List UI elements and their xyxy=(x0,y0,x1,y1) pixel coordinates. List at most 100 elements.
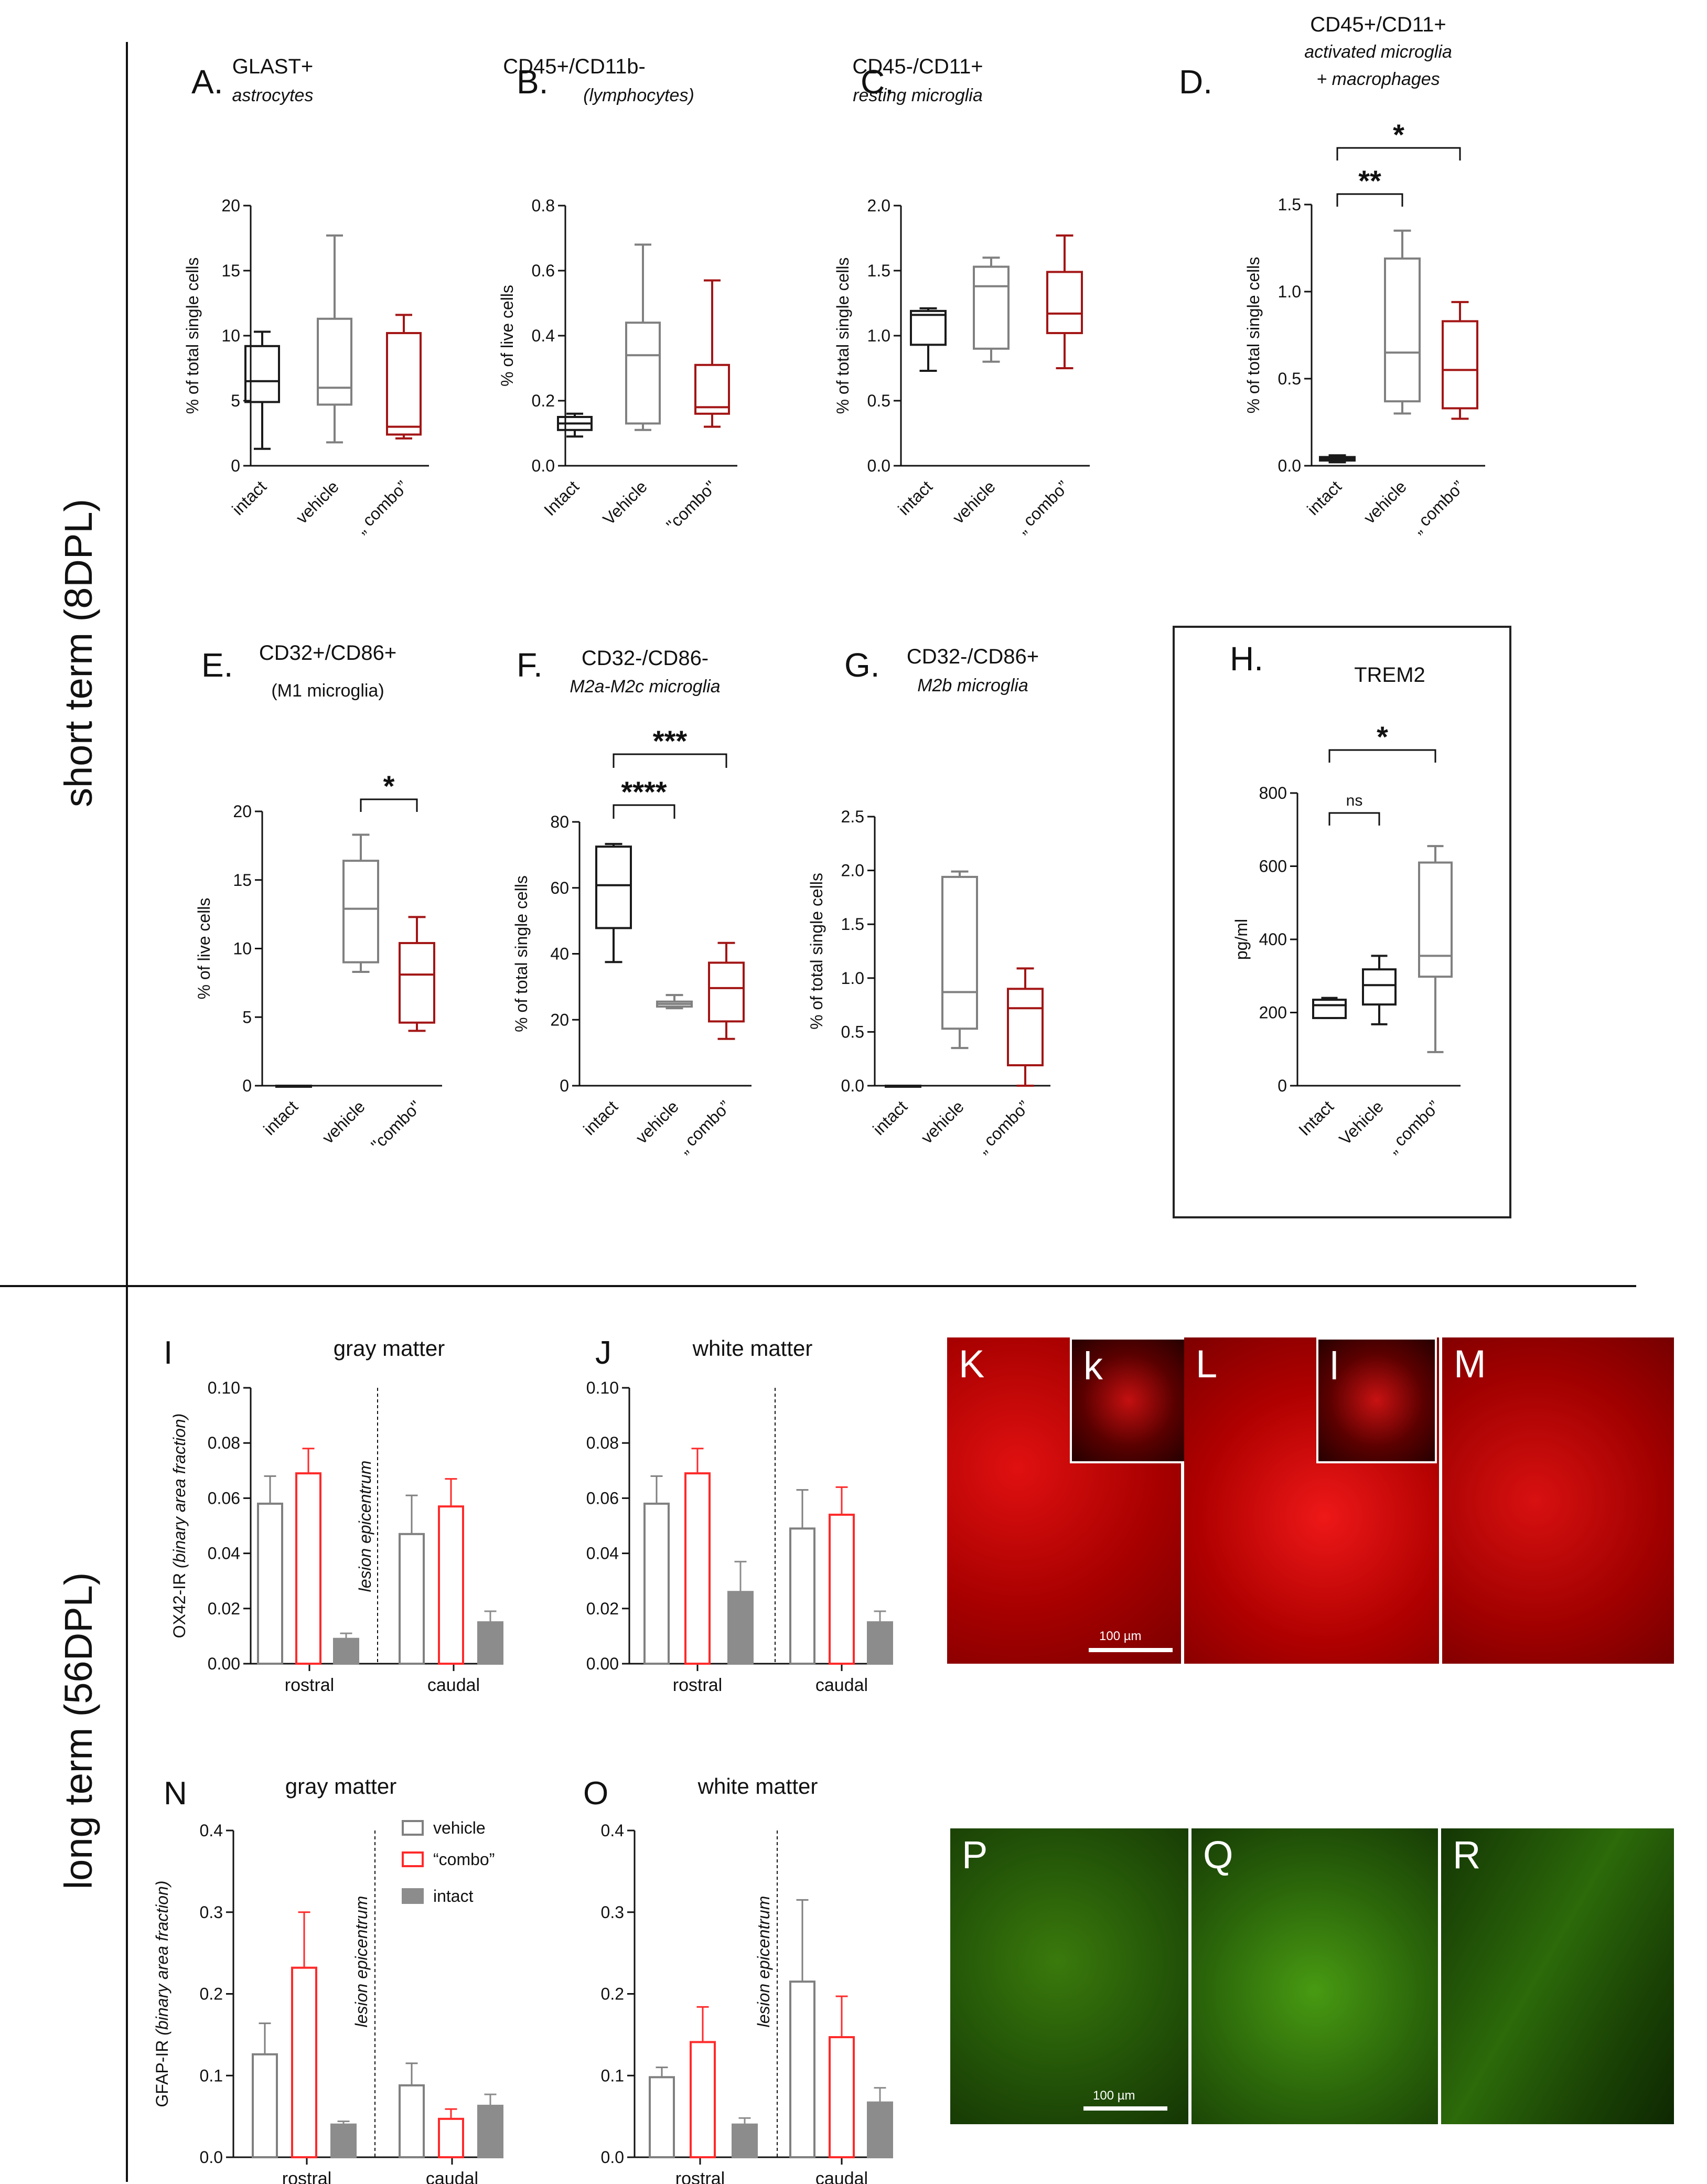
bar-O-intact xyxy=(867,2087,893,2158)
category-label-G: intact xyxy=(869,1097,911,1139)
y-tick-label-D: 1.0 xyxy=(1278,282,1301,301)
bar-N-combo xyxy=(438,2108,464,2159)
legend-label: vehicle xyxy=(433,1818,486,1837)
category-label-J: rostral xyxy=(673,1675,722,1695)
bar-O-vehicle xyxy=(649,2067,675,2158)
bar-J-intact xyxy=(867,1610,893,1665)
bar-O-vehicle xyxy=(789,1899,815,2158)
bar xyxy=(399,2084,425,2158)
category-label-C: intact xyxy=(894,477,936,519)
box-E-vehicle xyxy=(342,833,379,973)
chart-subtitle-A: astrocytes xyxy=(232,85,314,105)
bar xyxy=(257,1502,283,1665)
y-axis-label-N: GFAP-IR (binary area fraction) xyxy=(153,1880,171,2107)
chart-title-A: GLAST+ xyxy=(232,55,314,78)
bar xyxy=(727,1591,754,1665)
y-tick-label-G: 2.0 xyxy=(841,861,864,880)
y-tick-label-F: 40 xyxy=(550,945,569,963)
y-tick-label-N: 0.4 xyxy=(200,1821,223,1840)
panel-label-O: O xyxy=(583,1775,608,1812)
y-tick-label-E: 10 xyxy=(233,939,252,958)
category-label-A: vehicle xyxy=(292,477,342,527)
lesion-label-I: lesion epicentrum xyxy=(356,1461,374,1592)
bar xyxy=(684,1472,711,1665)
y-tick-label-F: 0 xyxy=(560,1076,569,1095)
chart-A: A. GLAST+ astrocytes 0 5 10 15 20 % of total sin… xyxy=(183,55,429,537)
bar-I-vehicle xyxy=(399,1494,425,1665)
box-G-combo xyxy=(1007,967,1044,1087)
category-label-J: caudal xyxy=(815,1675,868,1695)
significance-bracket-F: *** xyxy=(613,724,727,768)
y-tick-label-H: 0 xyxy=(1277,1076,1287,1095)
bar xyxy=(829,1513,855,1665)
bar-J-intact xyxy=(727,1560,754,1665)
chart-E: E. CD32+/CD86+ (M1 microglia) 0 5 10 15 20 % of … xyxy=(195,641,442,1154)
box-D-combo xyxy=(1442,301,1478,420)
chart-subtitle-F: M2a-M2c microglia xyxy=(570,677,720,697)
box-iqr xyxy=(694,363,730,415)
chart-title-H: TREM2 xyxy=(1354,663,1425,687)
category-label-D: vehicle xyxy=(1360,477,1410,527)
chart-title-F: CD32-/CD86- xyxy=(582,647,708,670)
legend-swatch xyxy=(402,1851,424,1867)
bar xyxy=(643,1502,670,1665)
category-label-G: vehicle xyxy=(917,1097,968,1147)
significance-label: ns xyxy=(1346,792,1363,809)
bar xyxy=(477,2104,503,2158)
chart-subtitle-B: (lymphocytes) xyxy=(583,85,694,105)
bracket-line xyxy=(1336,147,1461,160)
y-tick-label-B: 0.0 xyxy=(532,456,555,475)
box-iqr xyxy=(1046,271,1083,335)
category-label-D: intact xyxy=(1303,477,1345,519)
category-label-B: Intact xyxy=(540,477,583,519)
box-E-intact xyxy=(275,1085,312,1088)
box-iqr xyxy=(973,265,1010,350)
y-tick-label-J: 0.06 xyxy=(586,1489,619,1507)
y-axis-label-D: % of total single cells xyxy=(1244,257,1263,414)
bracket-line xyxy=(613,753,727,768)
category-label-N: caudal xyxy=(426,2169,478,2184)
bar xyxy=(330,2123,357,2158)
bar-I-combo xyxy=(438,1478,464,1665)
y-tick-label-C: 2.0 xyxy=(867,196,890,215)
category-label-H: Intact xyxy=(1295,1097,1337,1139)
bar-I-intact xyxy=(477,1610,503,1665)
y-tick-label-G: 2.5 xyxy=(841,807,864,826)
bar xyxy=(649,2076,675,2158)
bar-N-vehicle xyxy=(399,2062,425,2158)
panel-frame-H xyxy=(1173,626,1511,1218)
box-H-combo xyxy=(1418,845,1453,1053)
category-label-B: Vehicle xyxy=(599,477,651,528)
category-label-E: "combo" xyxy=(368,1097,425,1154)
y-tick-label-G: 1.5 xyxy=(841,915,864,934)
bar-J-vehicle xyxy=(789,1489,815,1665)
y-tick-label-C: 0.0 xyxy=(867,456,890,475)
box-G-vehicle xyxy=(941,870,978,1050)
panel-label-G: G. xyxy=(844,646,880,684)
category-label-N: rostral xyxy=(282,2169,331,2184)
y-tick-label-O: 0.2 xyxy=(601,1985,624,2004)
bar-J-vehicle xyxy=(643,1475,670,1665)
y-tick-label-H: 600 xyxy=(1259,857,1287,876)
bar xyxy=(295,1472,321,1665)
y-tick-label-A: 15 xyxy=(221,261,240,280)
y-tick-label-H: 400 xyxy=(1259,930,1287,949)
y-tick-label-E: 15 xyxy=(233,871,252,890)
y-tick-label-G: 0.5 xyxy=(841,1022,864,1041)
significance-bracket-D: ** xyxy=(1336,164,1403,207)
bar-O-combo xyxy=(829,1995,855,2159)
panel-label-F: F. xyxy=(517,646,543,684)
y-tick-label-N: 0.3 xyxy=(200,1903,223,1922)
box-iqr xyxy=(1418,861,1453,978)
box-B-intact xyxy=(557,412,593,438)
bar xyxy=(438,1505,464,1665)
legend-N: vehicle “combo” intact xyxy=(402,1818,495,1905)
legend-label: intact xyxy=(433,1887,474,1905)
box-iqr xyxy=(1442,320,1478,410)
bar xyxy=(690,2041,716,2159)
bar-J-combo xyxy=(829,1486,855,1665)
panel-label-B: B. xyxy=(517,63,548,101)
bar xyxy=(438,2117,464,2159)
